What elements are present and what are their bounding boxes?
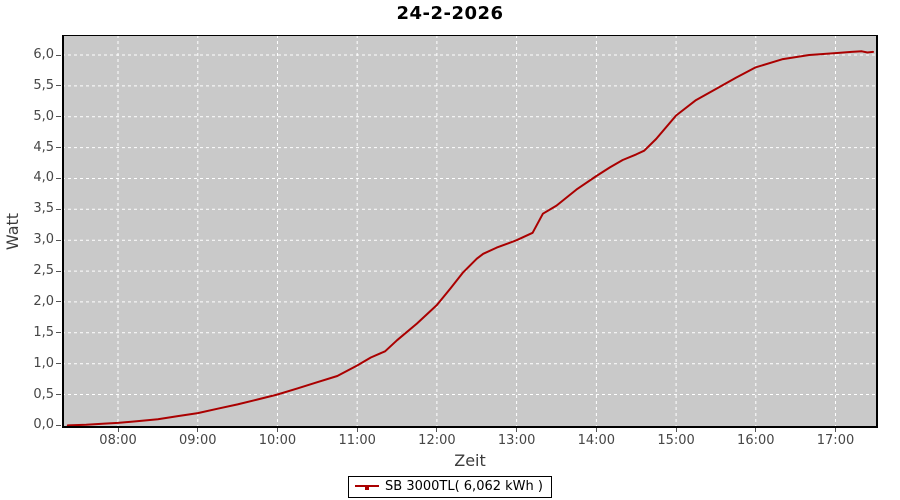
legend-marker-nub (365, 487, 370, 490)
y-tick-mark (56, 363, 61, 365)
legend-label: SB 3000TL( 6,062 kWh ) (385, 479, 543, 494)
x-tick-mark (117, 428, 119, 432)
x-tick-label: 09:00 (179, 433, 217, 448)
y-tick-label: 3,0 (33, 232, 54, 248)
x-tick-mark (356, 428, 358, 432)
y-tick-label: 4,5 (33, 139, 54, 155)
y-tick-mark (56, 301, 61, 303)
y-tick-mark (56, 147, 61, 149)
x-axis-title: Zeit (454, 451, 486, 470)
x-tick-label: 12:00 (418, 433, 456, 448)
x-tick-mark (835, 428, 836, 432)
y-tick-label: 3,5 (33, 201, 54, 217)
y-tick-mark (56, 394, 61, 396)
legend-line-marker (355, 482, 380, 491)
x-tick-label: 16:00 (737, 433, 775, 448)
y-tick-label: 1,0 (33, 355, 54, 371)
plot-area (62, 35, 878, 428)
x-axis-title-wrap: Zeit (62, 451, 878, 470)
x-tick-label: 11:00 (338, 433, 376, 448)
chart-title: 24-2-2026 (396, 3, 504, 24)
x-tick-mark (755, 428, 757, 432)
y-axis-title: Watt (3, 212, 23, 251)
series-path (66, 50, 874, 427)
y-tick-label: 4,0 (33, 170, 54, 186)
y-tick-label: 1,5 (33, 324, 54, 340)
y-tick-mark (56, 208, 61, 210)
x-tick-label: 08:00 (99, 433, 137, 448)
x-tick-label: 14:00 (577, 433, 616, 448)
series-line-plot (62, 35, 878, 428)
y-tick-label: 0,5 (33, 386, 54, 402)
y-tick-label: 2,0 (33, 293, 54, 309)
y-tick-mark (56, 116, 61, 118)
y-tick-mark (56, 332, 61, 334)
x-tick-mark (595, 428, 597, 432)
legend-marker-line (355, 485, 380, 487)
y-tick-mark (56, 424, 61, 426)
legend-row: SB 3000TL( 6,062 kWh ) (0, 476, 900, 498)
x-tick-mark (436, 428, 438, 432)
y-tick-label: 5,5 (33, 77, 54, 93)
x-tick-label: 15:00 (657, 433, 695, 448)
y-tick-label: 6,0 (33, 47, 54, 62)
y-tick-mark (56, 54, 61, 56)
y-axis-title-wrap: Watt (0, 35, 26, 428)
y-tick-mark (56, 177, 61, 179)
y-tick-label: 2,5 (33, 263, 54, 279)
legend: SB 3000TL( 6,062 kWh ) (348, 476, 552, 498)
plot-background (62, 35, 878, 428)
y-tick-mark (56, 270, 61, 272)
x-tick-mark (276, 428, 278, 432)
y-tick-label: 5,0 (33, 108, 54, 124)
y-tick-mark (56, 239, 61, 241)
x-tick-mark (675, 428, 677, 432)
y-tick-label: 0,0 (33, 417, 54, 433)
x-tick-mark (197, 428, 199, 432)
x-tick-label: 10:00 (258, 433, 297, 448)
x-tick-label: 13:00 (497, 433, 536, 448)
x-tick-label: 17:00 (816, 433, 855, 448)
y-tick-mark (56, 85, 61, 87)
x-tick-mark (516, 428, 518, 432)
